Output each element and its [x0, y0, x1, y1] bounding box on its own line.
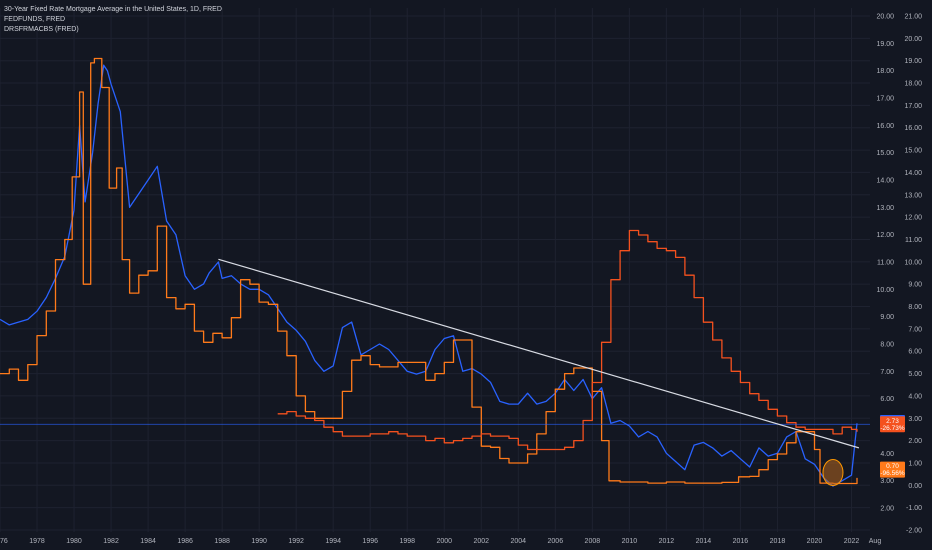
y-tick-label-outer: 9.00: [908, 282, 922, 289]
price-axis-inner: 20.00 19.00 18.00 17.00 16.00 15.00 14.00 13.00…: [876, 14, 894, 513]
y-tick-label-outer: 18.00: [904, 81, 922, 88]
x-tick-label: Aug: [869, 538, 882, 545]
y-tick-label-outer: 13.00: [904, 192, 922, 199]
grid-lines: [0, 8, 870, 532]
y-tick-label-inner: 14.00: [876, 178, 894, 185]
y-tick-label-outer: 0.00: [908, 483, 922, 490]
y-tick-label-inner: 12.00: [876, 232, 894, 239]
price-tag-value: 2.73: [886, 418, 899, 425]
y-tick-label-inner: 4.00: [880, 451, 894, 458]
y-tick-label-inner: 3.00: [880, 478, 894, 485]
y-tick-label-outer: 19.00: [904, 58, 922, 65]
y-tick-label-outer: 3.00: [908, 416, 922, 423]
y-tick-label-outer: 21.00: [904, 14, 922, 21]
series-line-1: [0, 64, 858, 487]
x-tick-label: 2000: [436, 538, 452, 545]
x-tick-label: 2016: [733, 538, 749, 545]
x-tick-label: 1982: [103, 538, 119, 545]
series-line-2: [0, 57, 858, 485]
y-tick-label-inner: 13.00: [876, 205, 894, 212]
y-tick-label-outer: 7.00: [908, 326, 922, 333]
y-tick-label-outer: 15.00: [904, 148, 922, 155]
x-tick-label: 2004: [511, 538, 527, 545]
y-tick-label-inner: 8.00: [880, 342, 894, 349]
y-tick-label-outer: -1.00: [906, 505, 922, 512]
y-tick-label-outer: 6.00: [908, 349, 922, 356]
x-tick-label: 2010: [622, 538, 638, 545]
y-tick-label-outer: 5.00: [908, 371, 922, 378]
x-tick-label: 1986: [177, 538, 193, 545]
x-tick-label: 1994: [325, 538, 341, 545]
y-tick-label-outer: 20.00: [904, 36, 922, 43]
x-tick-label: 1980: [66, 538, 82, 545]
y-tick-label-outer: 11.00: [905, 237, 922, 244]
y-tick-label-inner: 20.00: [876, 14, 894, 21]
time-axis: 1976 1978 1980 1982 1984 1986 1988 1990 1992 1994…: [0, 538, 881, 545]
x-tick-label: 2002: [473, 538, 489, 545]
x-tick-label: 1984: [140, 538, 156, 545]
y-tick-label-outer: 8.00: [908, 304, 922, 311]
x-tick-label: 1978: [29, 538, 45, 545]
y-tick-label-inner: 2.00: [880, 506, 894, 513]
y-tick-label-inner: 6.00: [880, 396, 894, 403]
x-tick-label: 1996: [362, 538, 378, 545]
overlay-layer: [0, 258, 870, 486]
price-tag-value: 0.70: [886, 463, 899, 470]
price-tags: 5.1144.21%2.73-26.73%0.70-96.56%: [880, 414, 905, 478]
price-tag-box: [880, 416, 905, 433]
x-tick-label: 2020: [807, 538, 823, 545]
chart-title[interactable]: 30-Year Fixed Rate Mortgage Average in t…: [4, 6, 222, 13]
series-layer: [0, 57, 858, 487]
price-tag-change: -96.56%: [880, 470, 904, 477]
y-tick-label-outer: 12.00: [904, 215, 922, 222]
x-tick-label: 1976: [0, 538, 8, 545]
y-tick-label-outer: 4.00: [908, 393, 922, 400]
trend-line: [218, 258, 860, 449]
price-tag-change: -26.73%: [880, 425, 904, 432]
x-tick-label: 2018: [770, 538, 786, 545]
y-tick-label-inner: 18.00: [876, 68, 894, 75]
y-tick-label-inner: 7.00: [880, 369, 894, 376]
x-tick-label: 2012: [659, 538, 675, 545]
series-line-3: [277, 229, 858, 451]
x-tick-label: 2022: [844, 538, 860, 545]
y-tick-label-inner: 11.00: [877, 260, 894, 267]
y-tick-label-outer: 17.00: [904, 103, 922, 110]
price-axis-outer: 21.00 20.00 19.00 18.00 17.00 16.00 15.00 14.00…: [904, 14, 922, 535]
x-tick-label: 1992: [288, 538, 304, 545]
legend-fedfunds[interactable]: FEDFUNDS, FRED: [4, 16, 66, 23]
y-tick-label-outer: 16.00: [904, 125, 922, 132]
y-tick-label-inner: 9.00: [880, 314, 894, 321]
price-tag-box: [880, 461, 905, 478]
legend-delinquency[interactable]: DRSFRMACBS (FRED): [4, 26, 79, 33]
y-tick-label-outer: -2.00: [906, 528, 922, 535]
y-tick-label-inner: 15.00: [876, 150, 894, 157]
y-tick-label-outer: 10.00: [904, 259, 922, 266]
x-tick-label: 2008: [585, 538, 601, 545]
y-tick-label-inner: 17.00: [876, 96, 894, 103]
x-tick-label: 2014: [696, 538, 712, 545]
y-tick-label-inner: 10.00: [876, 287, 894, 294]
x-tick-label: 1998: [399, 538, 415, 545]
highlight-circle: [822, 458, 844, 486]
y-tick-label-outer: 2.00: [908, 438, 922, 445]
x-tick-label: 2006: [548, 538, 564, 545]
y-tick-label-inner: 16.00: [876, 123, 894, 130]
x-tick-label: 1990: [251, 538, 267, 545]
x-tick-label: 1988: [214, 538, 230, 545]
y-tick-label-outer: 14.00: [904, 170, 922, 177]
y-tick-label-outer: 1.00: [908, 460, 922, 467]
y-tick-label-inner: 19.00: [876, 41, 894, 48]
